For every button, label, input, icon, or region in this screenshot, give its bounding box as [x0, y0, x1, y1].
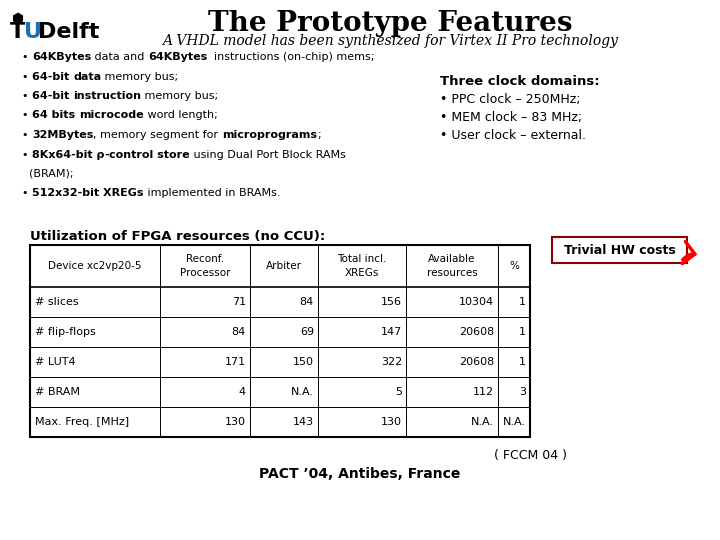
Text: Utilization of FPGA resources (no CCU):: Utilization of FPGA resources (no CCU):: [30, 230, 325, 243]
Text: • User clock – external.: • User clock – external.: [440, 129, 586, 142]
Text: 20608: 20608: [459, 327, 494, 337]
Text: 143: 143: [293, 417, 314, 427]
Text: 130: 130: [381, 417, 402, 427]
Text: Total incl.
XREGs: Total incl. XREGs: [337, 254, 387, 278]
Text: T: T: [10, 22, 25, 42]
Text: 64-bit: 64-bit: [32, 91, 73, 101]
Text: 171: 171: [225, 357, 246, 367]
Text: memory bus;: memory bus;: [141, 91, 218, 101]
Text: 20608: 20608: [459, 357, 494, 367]
Text: •: •: [22, 188, 32, 199]
Text: • PPC clock – 250MHz;: • PPC clock – 250MHz;: [440, 93, 580, 106]
Text: 69: 69: [300, 327, 314, 337]
Text: •: •: [22, 71, 32, 82]
Text: instruction: instruction: [73, 91, 141, 101]
Text: •: •: [22, 111, 32, 120]
Text: control store: control store: [109, 150, 189, 159]
Text: 4: 4: [239, 387, 246, 397]
Bar: [30, 245, 530, 437]
Text: 84: 84: [232, 327, 246, 337]
Text: 150: 150: [293, 357, 314, 367]
Text: 71: 71: [232, 297, 246, 307]
Text: A VHDL model has been synthesized for Virtex II Pro technology: A VHDL model has been synthesized for Vi…: [162, 34, 618, 48]
Text: •: •: [22, 52, 32, 62]
Text: 322: 322: [381, 357, 402, 367]
Text: microprograms: microprograms: [222, 130, 317, 140]
Text: 32MBytes: 32MBytes: [32, 130, 94, 140]
Text: N.A.: N.A.: [471, 417, 494, 427]
Text: 1: 1: [519, 327, 526, 337]
Text: , memory segment for: , memory segment for: [94, 130, 222, 140]
Text: 112: 112: [473, 387, 494, 397]
Text: PACT ’04, Antibes, France: PACT ’04, Antibes, France: [259, 467, 461, 481]
Text: N.A.: N.A.: [503, 417, 526, 427]
Text: N.A.: N.A.: [291, 387, 314, 397]
Text: 1: 1: [519, 357, 526, 367]
Text: Delft: Delft: [38, 22, 99, 42]
Text: ⬢: ⬢: [12, 12, 24, 26]
Text: microcode: microcode: [79, 111, 143, 120]
Text: # BRAM: # BRAM: [35, 387, 80, 397]
Text: 64KBytes: 64KBytes: [148, 52, 207, 62]
Text: implemented in BRAMs.: implemented in BRAMs.: [143, 188, 280, 199]
FancyArrowPatch shape: [683, 241, 695, 264]
Text: # flip-flops: # flip-flops: [35, 327, 96, 337]
Text: ;: ;: [317, 130, 320, 140]
Text: 147: 147: [381, 327, 402, 337]
Text: Trivial HW costs: Trivial HW costs: [564, 244, 675, 256]
Text: U: U: [24, 22, 42, 42]
Text: # LUT4: # LUT4: [35, 357, 76, 367]
Text: Arbiter: Arbiter: [266, 261, 302, 271]
Text: memory bus;: memory bus;: [102, 71, 179, 82]
Text: • MEM clock – 83 MHz;: • MEM clock – 83 MHz;: [440, 111, 582, 124]
Text: %: %: [509, 261, 519, 271]
Text: ( FCCM 04 ): ( FCCM 04 ): [493, 449, 567, 462]
Text: •: •: [22, 130, 32, 140]
Text: Reconf.
Processor: Reconf. Processor: [180, 254, 230, 278]
Text: 84: 84: [300, 297, 314, 307]
Text: 64-bit: 64-bit: [32, 71, 73, 82]
Text: Available
resources: Available resources: [427, 254, 477, 278]
Text: 1: 1: [519, 297, 526, 307]
Text: 10304: 10304: [459, 297, 494, 307]
Text: instructions (on-chip) mems;: instructions (on-chip) mems;: [207, 52, 374, 62]
Text: 5: 5: [395, 387, 402, 397]
Text: data: data: [73, 71, 102, 82]
Text: Three clock domains:: Three clock domains:: [440, 75, 600, 88]
Text: -: -: [104, 150, 109, 159]
Text: word length;: word length;: [143, 111, 217, 120]
Text: 64KBytes: 64KBytes: [32, 52, 91, 62]
Text: # slices: # slices: [35, 297, 78, 307]
Text: •: •: [22, 150, 32, 159]
Text: Max. Freq. [MHz]: Max. Freq. [MHz]: [35, 417, 129, 427]
Text: using Dual Port Block RAMs: using Dual Port Block RAMs: [189, 150, 346, 159]
Text: The Prototype Features: The Prototype Features: [208, 10, 572, 37]
Text: 3: 3: [519, 387, 526, 397]
Text: 8Kx64-bit ρ: 8Kx64-bit ρ: [32, 150, 104, 159]
Text: data and: data and: [91, 52, 148, 62]
Text: (BRAM);: (BRAM);: [22, 169, 73, 179]
Text: 512x32-bit XREGs: 512x32-bit XREGs: [32, 188, 143, 199]
Text: 156: 156: [381, 297, 402, 307]
Text: 64 bits: 64 bits: [32, 111, 79, 120]
Text: 130: 130: [225, 417, 246, 427]
Text: Device xc2vp20-5: Device xc2vp20-5: [48, 261, 142, 271]
FancyBboxPatch shape: [552, 237, 687, 263]
Text: •: •: [22, 91, 32, 101]
